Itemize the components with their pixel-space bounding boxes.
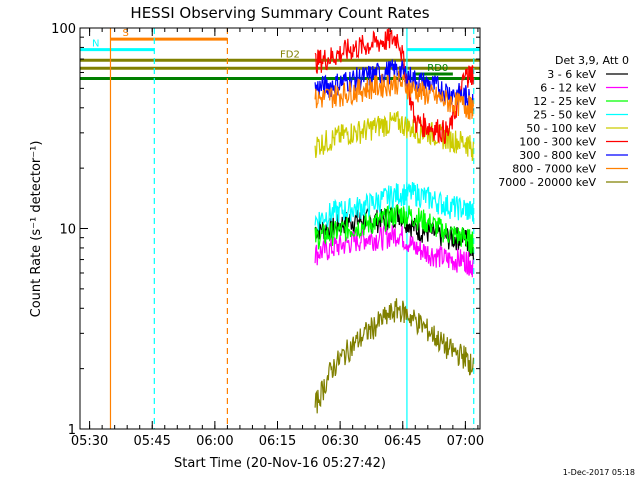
y-axis-label: Count Rate (s⁻¹ detector⁻¹) bbox=[29, 141, 44, 318]
flag-bar-label: RD0 bbox=[427, 63, 448, 74]
legend-label: 100 - 300 keV bbox=[519, 136, 596, 149]
series-line bbox=[314, 111, 474, 162]
series-line bbox=[314, 298, 474, 414]
legend-label: 50 - 100 keV bbox=[526, 122, 596, 135]
x-axis-label: Start Time (20-Nov-16 05:27:42) bbox=[174, 456, 386, 471]
y-tick-label: 1 bbox=[68, 423, 76, 438]
legend-label: 7000 - 20000 keV bbox=[498, 176, 596, 189]
x-tick-label: 06:00 bbox=[196, 434, 233, 449]
legend-title: Det 3,9, Att 0 bbox=[555, 54, 629, 67]
y-tick-label: 100 bbox=[51, 22, 76, 37]
y-axis: 1 10 100 bbox=[51, 22, 480, 438]
series-line bbox=[314, 204, 474, 254]
footer-date: 1-Dec-2017 05:18 bbox=[563, 468, 635, 477]
series-group bbox=[314, 28, 474, 414]
x-tick-label: 05:45 bbox=[133, 434, 170, 449]
series-line bbox=[314, 70, 474, 120]
x-axis: 05:30 05:45 06:00 06:15 06:30 06:45 07:00 bbox=[71, 28, 484, 449]
x-tick-label: 05:30 bbox=[71, 434, 108, 449]
series-line bbox=[314, 204, 474, 260]
flag-bar-label: S bbox=[122, 28, 128, 39]
x-tick-label: 06:45 bbox=[384, 434, 421, 449]
flag-bar-label: N bbox=[92, 39, 99, 50]
x-tick-label: 06:15 bbox=[259, 434, 296, 449]
legend-label: 12 - 25 keV bbox=[533, 95, 596, 108]
legend-label: 3 - 6 keV bbox=[547, 68, 596, 81]
flag-bar-label: FD2 bbox=[280, 49, 300, 60]
x-tick-label: 07:00 bbox=[447, 434, 484, 449]
legend-label: 25 - 50 keV bbox=[533, 109, 596, 122]
y-tick-label: 10 bbox=[59, 223, 76, 238]
legend-label: 300 - 800 keV bbox=[519, 149, 596, 162]
series-line bbox=[314, 181, 474, 231]
flag-bars: S N FD2 RD0 bbox=[80, 28, 480, 80]
x-tick-label: 06:30 bbox=[321, 434, 358, 449]
series-line bbox=[314, 224, 474, 278]
chart-title: HESSI Observing Summary Count Rates bbox=[130, 4, 429, 22]
legend-label: 6 - 12 keV bbox=[540, 82, 596, 95]
legend-label: 800 - 7000 keV bbox=[512, 163, 596, 176]
